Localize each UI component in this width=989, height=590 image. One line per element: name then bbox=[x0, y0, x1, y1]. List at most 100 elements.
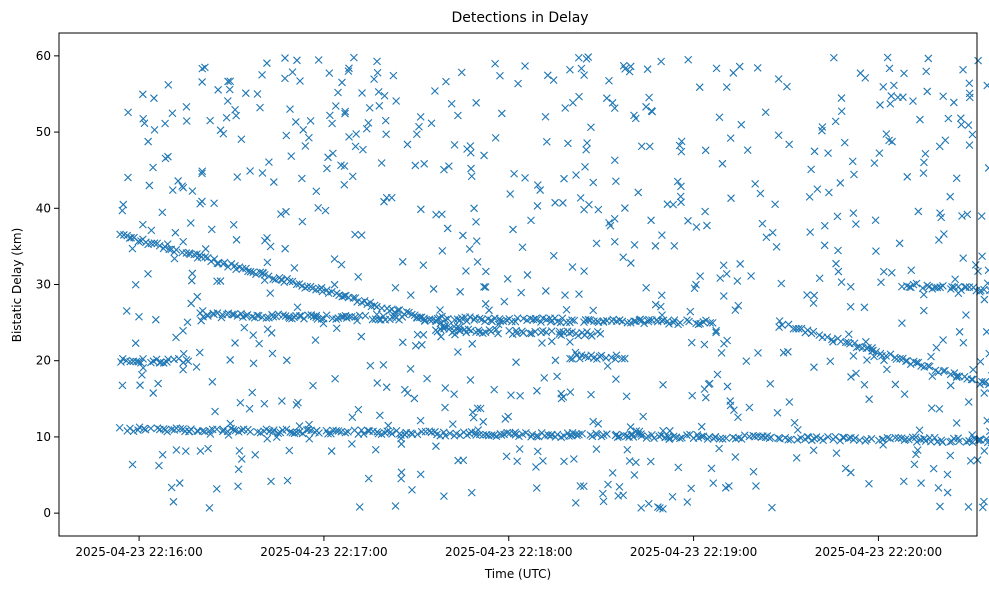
detection-point bbox=[579, 482, 588, 491]
detection-point bbox=[329, 149, 337, 158]
detection-point bbox=[577, 64, 586, 73]
detection-point bbox=[932, 343, 941, 352]
detection-point bbox=[891, 380, 900, 389]
detection-point bbox=[963, 210, 972, 219]
detection-point bbox=[317, 283, 326, 292]
detection-point bbox=[915, 426, 924, 435]
detection-point bbox=[305, 133, 313, 142]
detection-point bbox=[612, 177, 620, 186]
detection-point bbox=[762, 233, 771, 242]
detection-point bbox=[606, 221, 615, 230]
detection-point bbox=[341, 107, 350, 116]
detection-point bbox=[158, 208, 167, 217]
detection-point bbox=[966, 456, 975, 465]
detection-point bbox=[501, 415, 510, 423]
detection-point bbox=[833, 212, 842, 221]
detection-point bbox=[964, 398, 973, 406]
detection-point bbox=[417, 340, 426, 349]
detection-point bbox=[974, 56, 983, 65]
detection-point bbox=[340, 292, 349, 300]
detection-point bbox=[305, 434, 314, 443]
detection-point bbox=[985, 349, 989, 358]
detection-point bbox=[213, 277, 221, 286]
detection-point bbox=[962, 311, 970, 319]
detection-point bbox=[593, 430, 602, 439]
detection-point bbox=[657, 57, 666, 66]
detection-point bbox=[919, 306, 928, 315]
detection-point bbox=[541, 287, 550, 295]
detection-point bbox=[269, 178, 278, 186]
detection-point bbox=[146, 424, 155, 433]
detection-point bbox=[357, 231, 366, 240]
detection-point bbox=[248, 312, 257, 321]
detection-point bbox=[208, 377, 217, 386]
detection-point bbox=[286, 105, 294, 114]
detection-point bbox=[722, 434, 731, 443]
detection-point bbox=[511, 430, 520, 439]
detection-point bbox=[490, 431, 499, 439]
detection-point bbox=[861, 337, 870, 346]
detection-point bbox=[643, 65, 652, 74]
detection-point bbox=[131, 339, 140, 348]
detection-point bbox=[384, 421, 393, 430]
detection-point bbox=[967, 375, 976, 384]
detection-point bbox=[509, 225, 517, 234]
detection-point bbox=[561, 104, 570, 112]
detection-point bbox=[952, 419, 961, 427]
detection-point bbox=[840, 138, 849, 147]
detection-point bbox=[958, 212, 966, 220]
detection-point bbox=[519, 314, 528, 323]
detection-point bbox=[359, 430, 368, 438]
detection-point bbox=[261, 236, 269, 245]
detection-point bbox=[351, 230, 359, 239]
detection-point bbox=[593, 328, 602, 336]
detection-point bbox=[458, 231, 467, 240]
detection-point bbox=[326, 429, 335, 438]
detection-point bbox=[292, 428, 301, 436]
detection-point bbox=[619, 253, 628, 262]
detection-point bbox=[441, 403, 449, 412]
detection-point bbox=[416, 113, 425, 121]
detection-point bbox=[500, 297, 509, 306]
detection-point bbox=[955, 327, 964, 336]
detection-point bbox=[322, 311, 331, 320]
detection-point bbox=[406, 291, 415, 300]
detection-point bbox=[734, 413, 742, 422]
detection-point bbox=[712, 326, 720, 335]
detection-point bbox=[443, 314, 452, 323]
detection-point bbox=[909, 357, 918, 366]
detection-point bbox=[481, 283, 490, 291]
detection-point bbox=[568, 428, 577, 437]
detection-point bbox=[837, 94, 846, 102]
detection-point bbox=[844, 434, 853, 443]
detection-point bbox=[293, 56, 301, 65]
detection-point bbox=[472, 217, 480, 226]
detection-point bbox=[939, 281, 947, 290]
detection-point bbox=[597, 351, 606, 360]
detection-point bbox=[637, 503, 646, 512]
detection-point bbox=[287, 152, 296, 160]
detection-point bbox=[237, 135, 246, 144]
detection-point bbox=[946, 451, 955, 460]
detection-point bbox=[403, 140, 412, 149]
detection-point bbox=[809, 446, 818, 455]
detection-point bbox=[237, 455, 246, 463]
detection-point bbox=[286, 428, 295, 437]
detection-point bbox=[885, 64, 894, 73]
detection-point bbox=[232, 265, 240, 274]
detection-point bbox=[981, 377, 989, 386]
detection-point bbox=[382, 193, 391, 202]
detection-point bbox=[427, 119, 436, 128]
detection-point bbox=[420, 159, 429, 168]
detection-point bbox=[610, 237, 619, 246]
detection-point bbox=[393, 306, 402, 315]
detection-point bbox=[900, 390, 909, 399]
detection-point bbox=[902, 282, 911, 290]
detection-point bbox=[863, 356, 871, 364]
detection-point bbox=[668, 492, 677, 501]
detection-point bbox=[792, 454, 801, 462]
detection-point bbox=[373, 68, 382, 77]
detection-point bbox=[943, 470, 952, 479]
detection-point bbox=[131, 280, 140, 289]
detection-point bbox=[867, 434, 876, 443]
